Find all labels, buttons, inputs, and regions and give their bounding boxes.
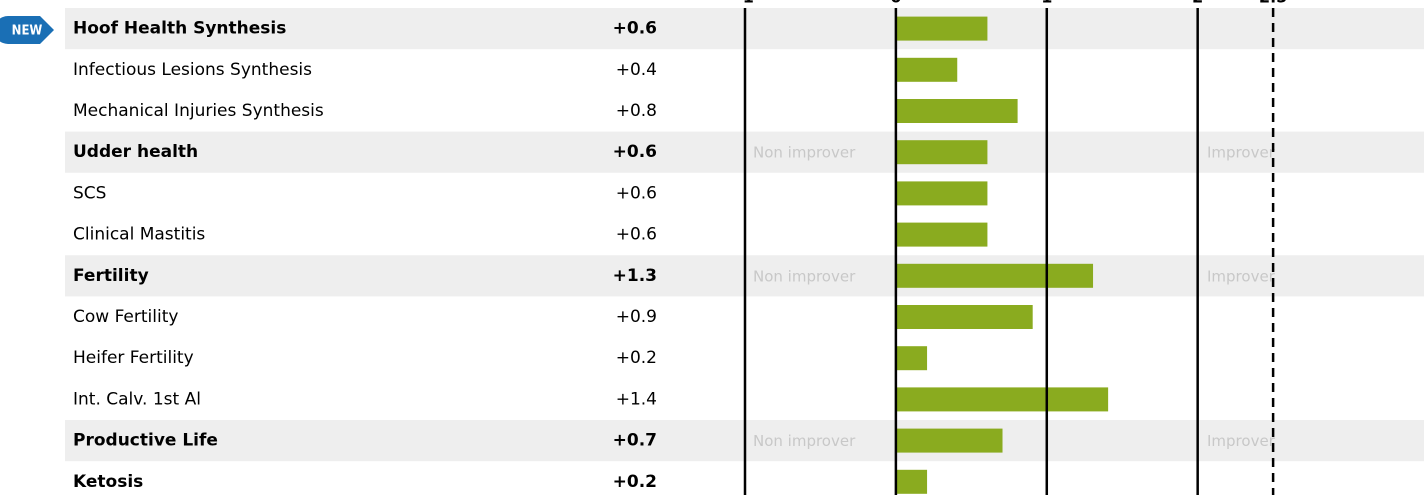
category-label: Ketosis — [73, 472, 143, 492]
category-label: Productive Life — [73, 431, 218, 451]
value-label: +0.6 — [613, 142, 657, 162]
bar — [896, 469, 928, 494]
x-tick-label: 0 — [890, 0, 901, 7]
category-label: Clinical Mastitis — [73, 225, 205, 245]
bar — [896, 387, 1109, 412]
category-label: Udder health — [73, 142, 198, 162]
value-label: +0.2 — [613, 472, 657, 492]
bar — [896, 222, 988, 247]
zone-label: Non improver — [753, 267, 856, 285]
category-label: Int. Calv. 1st Al — [73, 389, 201, 409]
value-label: +0.4 — [616, 60, 657, 80]
value-label: +0.2 — [616, 348, 657, 368]
value-label: +0.7 — [613, 431, 657, 451]
category-label: Hoof Health Synthesis — [73, 19, 286, 39]
value-label: +1.4 — [616, 389, 657, 409]
x-tick-label: 2.5 — [1259, 0, 1287, 7]
value-label: +0.6 — [613, 19, 657, 39]
x-tick-label: 1 — [1041, 0, 1052, 7]
badge-shape — [0, 16, 54, 44]
badge: NEW — [12, 24, 43, 39]
category-label: Mechanical Injuries Synthesis — [73, 101, 324, 121]
zone-label: Improver — [1207, 267, 1276, 285]
zone-label: Improver — [1207, 144, 1276, 162]
bar — [896, 16, 988, 41]
bar — [896, 305, 1033, 329]
bar — [896, 99, 1018, 123]
zone-label: Non improver — [753, 144, 856, 162]
zone-label: Non improver — [753, 432, 856, 450]
bar — [896, 428, 1003, 453]
category-label: Infectious Lesions Synthesis — [73, 60, 312, 80]
category-label: SCS — [73, 183, 106, 203]
category-label: Cow Fertility — [73, 307, 178, 327]
value-label: +0.6 — [616, 225, 657, 245]
value-label: +1.3 — [613, 266, 657, 286]
bar — [896, 346, 928, 371]
value-label: +0.8 — [616, 101, 657, 121]
value-label: +0.9 — [616, 307, 657, 327]
value-label: +0.6 — [616, 183, 657, 203]
bar — [896, 263, 1094, 288]
bar — [896, 57, 958, 82]
zone-label: Improver — [1207, 432, 1276, 450]
category-label: Fertility — [73, 266, 149, 286]
category-label: Heifer Fertility — [73, 348, 194, 368]
x-tick-label: -1 — [736, 0, 754, 7]
x-tick-label: 2 — [1192, 0, 1203, 7]
bar — [896, 181, 988, 206]
bar — [896, 140, 988, 165]
